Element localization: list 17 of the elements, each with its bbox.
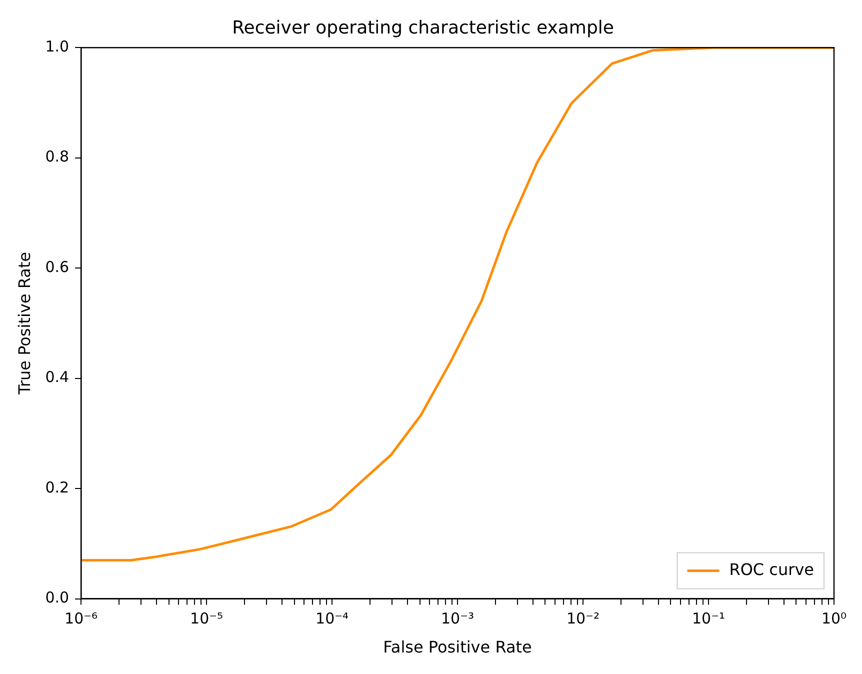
y-tick-label: 0.2 [45,478,70,496]
legend-label: ROC curve [729,560,814,579]
x-tick-label: 10⁻⁴ [316,610,349,628]
x-tick-label: 10⁻⁵ [190,610,224,628]
x-tick-label: 10⁻⁶ [64,610,98,628]
x-axis-title: False Positive Rate [383,638,532,657]
chart-title: Receiver operating characteristic example [232,17,614,38]
y-tick-label: 0.6 [45,258,70,276]
x-tick-label: 10⁻³ [441,610,474,628]
y-tick-label: 0.4 [45,368,70,386]
y-axis-title: True Positive Rate [14,252,34,396]
x-tick-label: 10⁰ [821,610,847,628]
x-tick-label: 10⁻² [566,610,600,628]
y-tick-label: 0.0 [45,588,70,607]
y-tick-label: 1.0 [45,37,70,56]
x-tick-label: 10⁻¹ [692,610,726,628]
y-tick-label: 0.8 [45,148,70,166]
